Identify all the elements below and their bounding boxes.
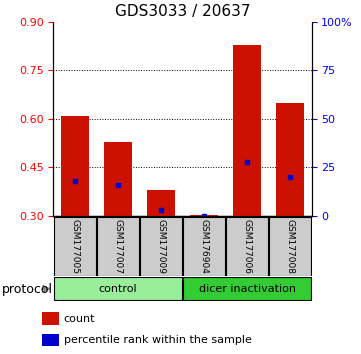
Bar <box>54 277 182 301</box>
Text: GSM177006: GSM177006 <box>243 219 252 274</box>
Text: GSM177005: GSM177005 <box>70 219 79 274</box>
Bar <box>276 103 304 216</box>
Bar <box>147 190 175 216</box>
Bar <box>269 217 311 275</box>
Bar <box>61 116 89 216</box>
Text: count: count <box>64 314 95 324</box>
Bar <box>42 333 59 346</box>
Bar <box>183 217 225 275</box>
Title: GDS3033 / 20637: GDS3033 / 20637 <box>115 4 250 19</box>
Bar <box>104 142 132 216</box>
Bar <box>97 217 139 275</box>
Bar <box>183 277 311 301</box>
Text: percentile rank within the sample: percentile rank within the sample <box>64 335 252 345</box>
Bar <box>54 217 96 275</box>
Text: GSM177009: GSM177009 <box>156 219 165 274</box>
Text: GSM177008: GSM177008 <box>286 219 295 274</box>
Bar <box>140 217 182 275</box>
Bar <box>42 313 59 325</box>
Bar <box>233 45 261 216</box>
Text: protocol: protocol <box>2 283 53 296</box>
Text: GSM177007: GSM177007 <box>113 219 122 274</box>
Text: dicer inactivation: dicer inactivation <box>199 284 296 294</box>
Bar <box>226 217 268 275</box>
Text: control: control <box>99 284 137 294</box>
Text: GSM176904: GSM176904 <box>200 219 209 274</box>
Bar <box>190 215 218 216</box>
